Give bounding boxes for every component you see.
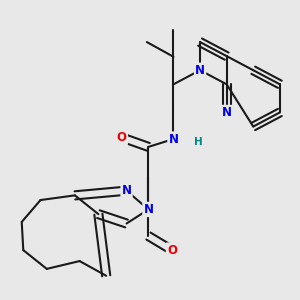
- Text: H: H: [194, 137, 203, 147]
- Text: O: O: [117, 131, 127, 144]
- Text: O: O: [167, 244, 177, 256]
- Text: N: N: [143, 203, 153, 216]
- Text: N: N: [169, 133, 178, 146]
- Text: N: N: [195, 64, 205, 77]
- Text: N: N: [122, 184, 131, 197]
- Text: N: N: [222, 106, 232, 119]
